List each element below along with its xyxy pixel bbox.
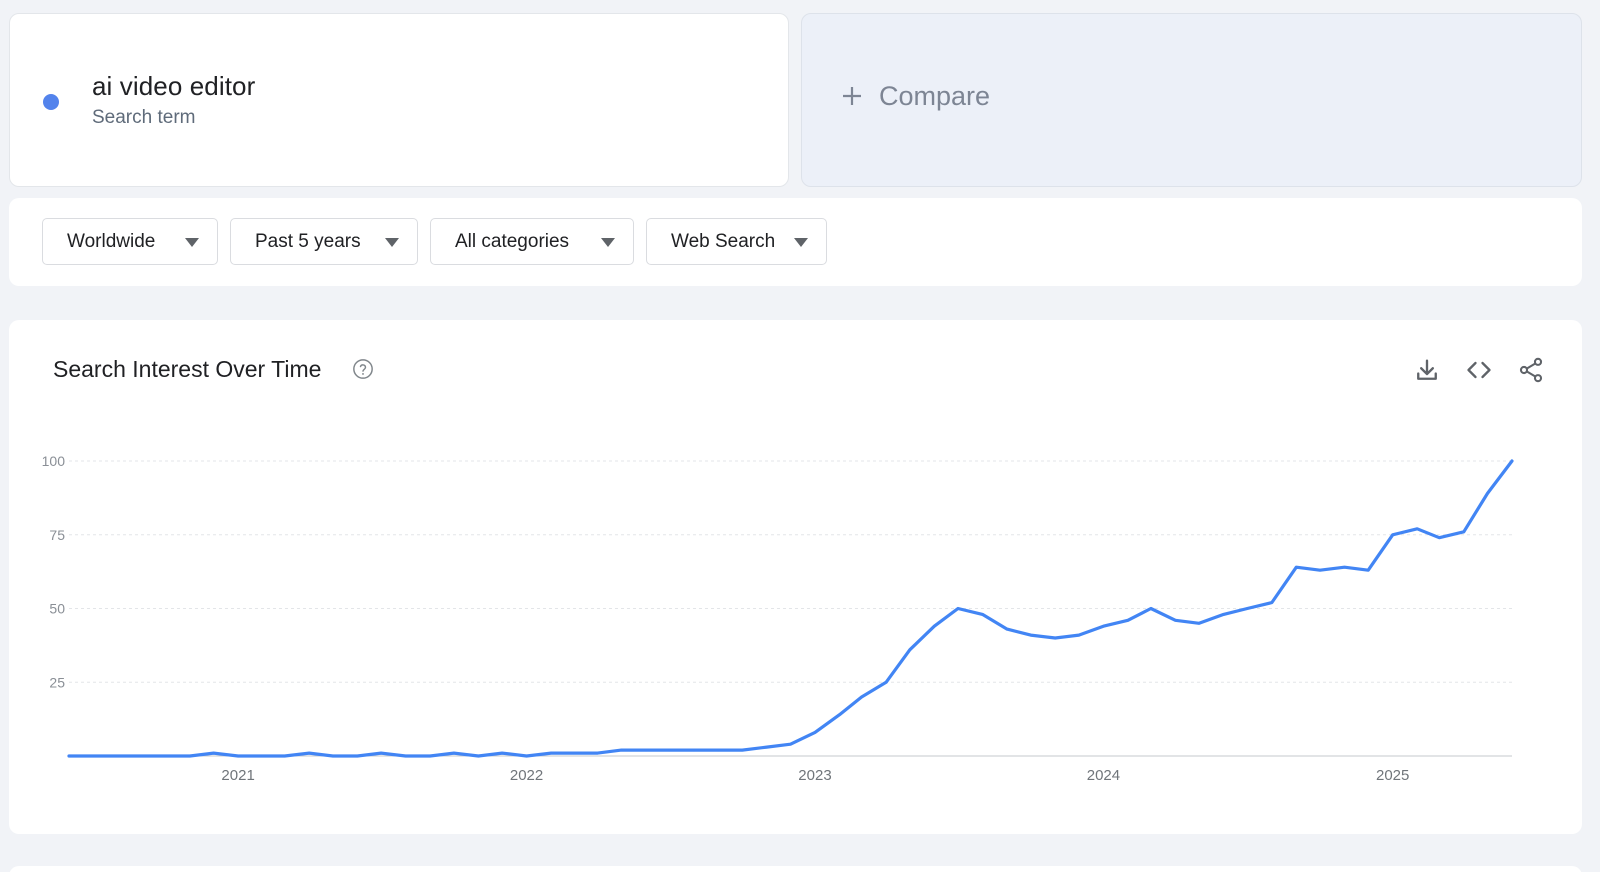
data-point [1391,533,1394,536]
filters-bar: Worldwide Past 5 years All categories We… [9,198,1582,286]
data-point [956,607,960,610]
x-tick-label: 2024 [1087,767,1120,784]
x-tick-label: 2023 [798,767,831,784]
region-dropdown[interactable]: Worldwide [42,218,218,265]
data-point [1510,459,1514,463]
data-point [428,754,432,758]
caret-down-icon [794,238,808,247]
download-icon[interactable] [1413,356,1441,384]
panel-title: Search Interest Over Time [53,356,322,382]
data-point [1486,492,1489,495]
data-point [67,754,71,758]
embed-code-icon[interactable] [1465,356,1493,384]
data-point [356,754,359,758]
data-point [1295,566,1298,569]
data-point [500,751,504,755]
data-point [1126,619,1130,622]
data-point [1246,607,1249,610]
data-point [549,751,553,755]
x-tick-label: 2022 [510,767,543,784]
data-point [1222,613,1225,616]
data-point [452,751,456,755]
data-point [789,743,792,746]
data-point [860,695,863,699]
term-color-dot [43,94,59,110]
data-point [741,748,744,752]
category-dropdown-label: All categories [455,230,570,252]
data-point [571,751,575,755]
data-point [1438,536,1441,539]
y-tick-label: 25 [49,674,65,690]
y-tick-label: 75 [49,527,65,543]
interest-over-time-panel: Search Interest Over Time 25 50 75 100 2021 2… [9,320,1582,834]
data-point [1270,601,1273,604]
data-point [668,748,671,752]
data-point [1054,636,1057,640]
y-tick-label: 50 [49,601,65,617]
search-type-dropdown[interactable]: Web Search [646,218,827,265]
data-point [644,748,648,752]
data-point [261,754,264,758]
data-point [236,754,240,758]
data-point [91,754,94,758]
search-term-text[interactable]: ai video editor [92,71,256,101]
data-point [404,754,407,758]
data-point [164,754,167,758]
data-point [1149,607,1153,610]
data-point [884,681,888,684]
data-point [1077,633,1081,637]
data-point [379,751,383,755]
plus-icon [843,87,861,105]
data-point [331,754,335,758]
next-panel-edge [9,866,1582,872]
data-point [838,713,841,716]
region-dropdown-label: Worldwide [67,230,156,252]
caret-down-icon [601,238,615,247]
data-point [933,625,936,628]
data-point [692,748,696,752]
data-point [477,754,480,758]
data-point [717,748,720,752]
data-point [116,754,119,758]
category-dropdown[interactable]: All categories [430,218,634,265]
compare-button[interactable]: Compare [801,13,1582,187]
data-point [1005,627,1009,631]
y-tick-label: 100 [42,453,66,469]
data-point [1366,568,1370,572]
data-point [813,731,817,734]
data-point [765,745,768,749]
data-point [908,648,912,651]
data-point [1102,625,1105,628]
x-tick-label: 2021 [221,767,254,784]
data-point [1029,633,1032,637]
data-point [1197,622,1201,625]
data-point [308,751,311,755]
help-circle-icon[interactable] [352,358,374,380]
data-point [212,751,215,755]
data-point [1343,566,1346,569]
data-point [1318,568,1322,572]
data-point [140,754,143,758]
search-term-type: Search term [92,107,196,128]
data-point [1174,619,1177,622]
search-term-card[interactable]: ai video editor Search term [9,13,789,187]
data-point [1415,527,1419,531]
caret-down-icon [385,238,399,247]
x-tick-label: 2025 [1376,767,1409,784]
caret-down-icon [185,238,199,247]
data-point [283,754,286,758]
data-point [1462,530,1465,533]
time-range-dropdown[interactable]: Past 5 years [230,218,418,265]
data-point [981,613,984,616]
share-icon[interactable] [1517,356,1545,384]
data-point [188,754,192,758]
search-type-dropdown-label: Web Search [671,230,776,252]
time-range-dropdown-label: Past 5 years [255,230,361,252]
data-point [525,754,528,758]
data-point [596,751,599,755]
line-chart: 25 50 75 100 2021 2022 2023 2024 2025 [42,453,1514,784]
data-point [620,748,623,752]
compare-label: Compare [879,81,991,111]
